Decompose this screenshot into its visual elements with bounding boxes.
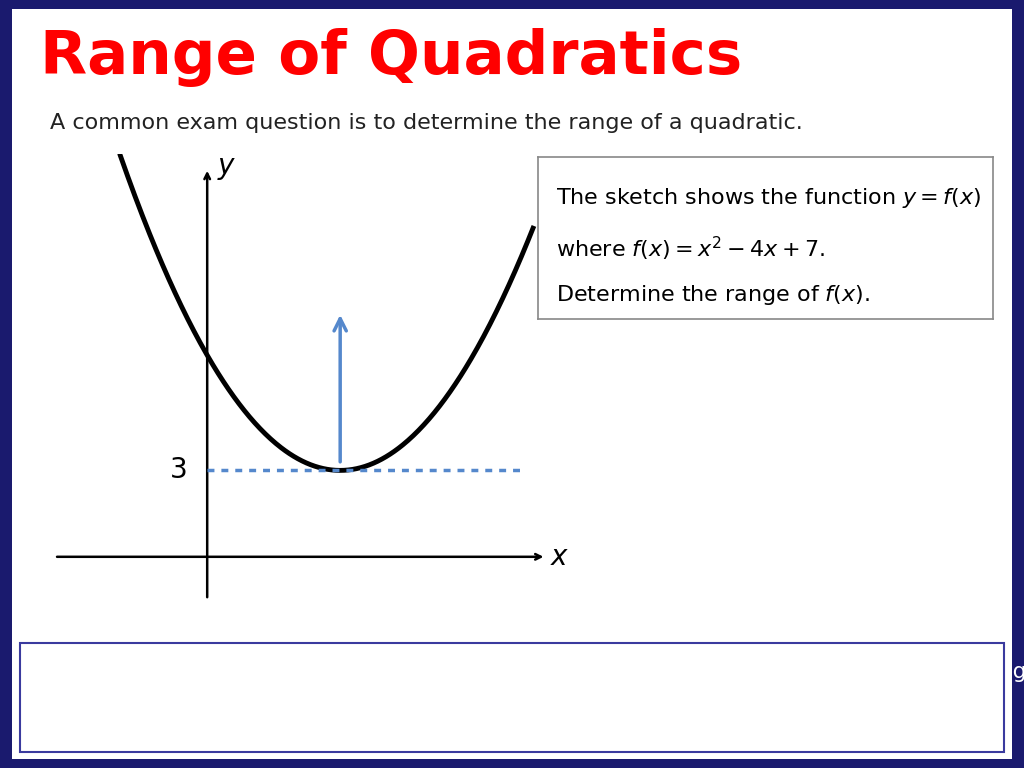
Text: where $f(x) = x^2 - 4x + 7$.: where $f(x) = x^2 - 4x + 7$. xyxy=(556,235,824,263)
Text: $x$: $x$ xyxy=(550,543,569,571)
Text: squared is at least 0. So if $(x - 2)^3$ is at least 0, then clearly $(x - 2)^2 : squared is at least 0. So if $(x - 2)^3$… xyxy=(40,710,945,739)
Text: ?: ? xyxy=(745,432,785,505)
Text: A common exam question is to determine the range of a quadratic.: A common exam question is to determine t… xyxy=(50,113,803,133)
Text: 3: 3 xyxy=(170,456,187,485)
Text: $y$: $y$ xyxy=(217,154,237,182)
Text: Range of Quadratics: Range of Quadratics xyxy=(40,28,742,87)
Text: An alternative way of thinking about it, once you’ve completed the square, is th: An alternative way of thinking about it,… xyxy=(40,661,1024,681)
Text: Determine the range of $f(x)$.: Determine the range of $f(x)$. xyxy=(556,283,869,307)
Text: The sketch shows the function $y = f(x)$: The sketch shows the function $y = f(x)$ xyxy=(556,187,981,210)
